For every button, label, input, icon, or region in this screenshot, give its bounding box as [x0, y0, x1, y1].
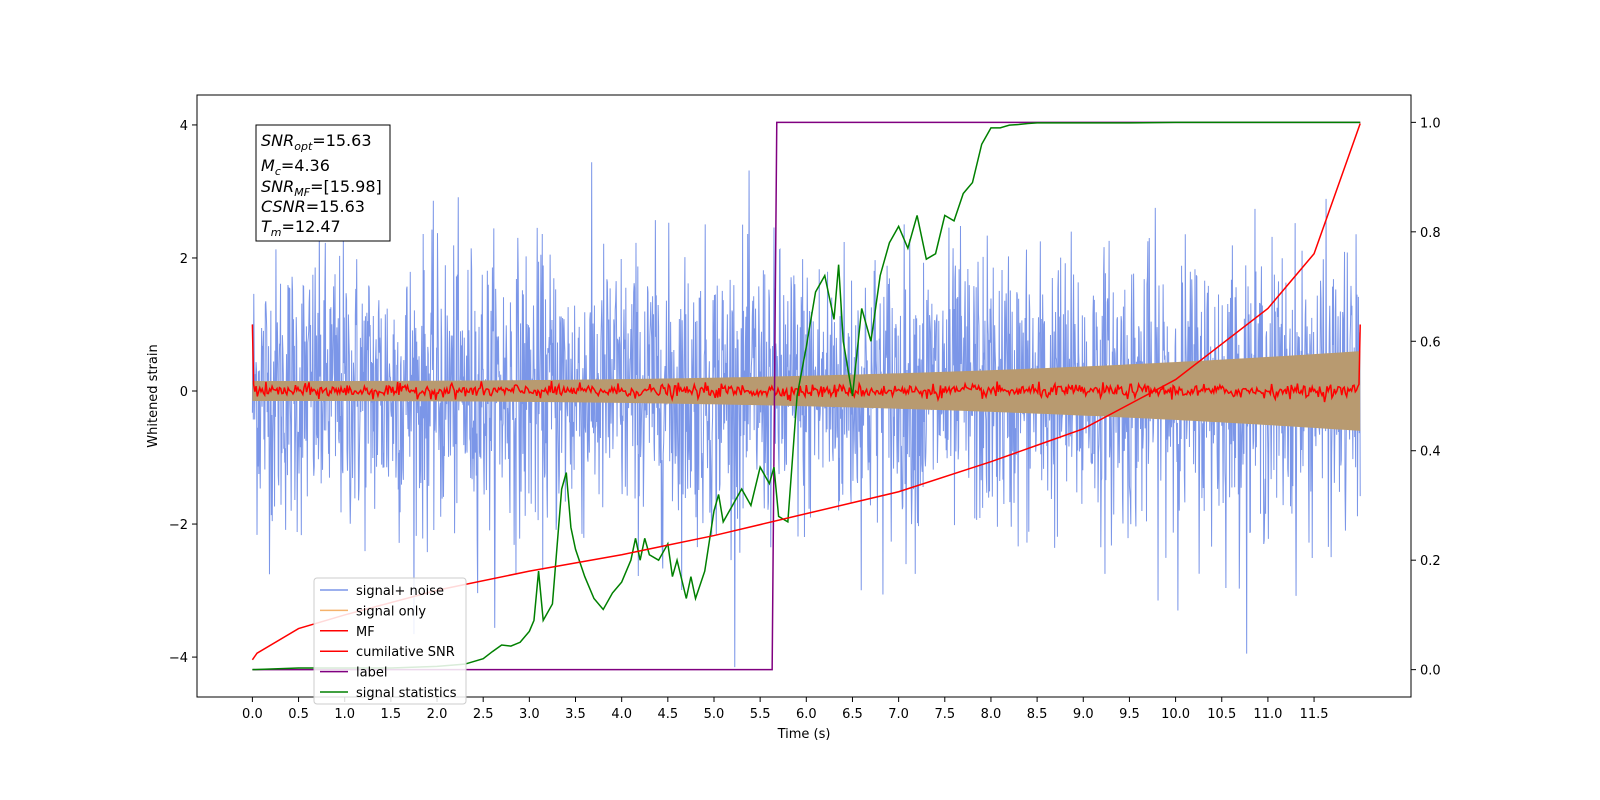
x-tick-label: 10.5: [1207, 707, 1236, 722]
legend-label: MF: [356, 625, 375, 640]
x-tick-label: 11.0: [1253, 707, 1282, 722]
y-left-tick-label: 2: [180, 252, 188, 267]
info-csnr: CSNR=15.63: [261, 197, 365, 216]
x-tick-label: 5.5: [750, 707, 771, 722]
y-axis-label: Whitened strain: [146, 344, 161, 447]
legend-item: signal statistics: [320, 686, 457, 701]
y-left-tick-label: 4: [180, 119, 188, 134]
x-tick-label: 8.0: [981, 707, 1002, 722]
axes-frame: [196, 94, 1412, 698]
x-tick-label: 6.0: [796, 707, 817, 722]
legend-label: signal statistics: [356, 686, 457, 701]
legend-item: MF: [320, 625, 375, 640]
info-snr-mf: SNRMF=[15.98]: [261, 177, 382, 199]
x-tick-label: 9.5: [1119, 707, 1140, 722]
legend-frame: [313, 577, 467, 705]
series-mf: [251, 324, 1361, 403]
axes: 0.0 0.5 1.0 1.5 2.0 2.5 3.0 3.5 4.0 4.5 5.0 5.5 6.0 6…: [169, 94, 1441, 722]
y-left-tick-label: 0: [180, 385, 188, 400]
x-tick-label: 4.0: [611, 707, 632, 722]
x-tick-label: 0.5: [288, 707, 309, 722]
legend-label: cumilative SNR: [356, 645, 455, 660]
y-left-tick-label: −2: [169, 518, 188, 533]
legend-item: label: [320, 666, 387, 681]
y-left-tick-label: −4: [169, 651, 188, 666]
x-tick-label: 1.5: [381, 707, 402, 722]
plot-area: [251, 121, 1361, 671]
info-mc: Mc=4.36: [261, 156, 330, 178]
x-tick-label: 5.0: [704, 707, 725, 722]
info-box: SNRopt=15.63 Mc=4.36 SNRMF=[15.98] CSNR=…: [255, 124, 391, 242]
y-right-tick-label: 0.8: [1420, 226, 1441, 241]
x-tick-label: 2.5: [473, 707, 494, 722]
legend-item: signal+ noise: [320, 584, 444, 599]
x-tick-label: 7.0: [888, 707, 909, 722]
x-tick-label: 10.0: [1161, 707, 1190, 722]
x-tick-label: 0.0: [242, 707, 263, 722]
x-axis-label: Time (s): [777, 727, 831, 742]
legend-label: signal only: [356, 604, 426, 619]
x-tick-label: 6.5: [842, 707, 863, 722]
legend-label: signal+ noise: [356, 584, 444, 599]
y-right-tick-label: 0.4: [1420, 445, 1441, 460]
info-snr-opt: SNRopt=15.63: [261, 131, 372, 153]
legend-label: label: [356, 666, 387, 681]
x-tick-label: 2.0: [427, 707, 448, 722]
x-tick-label: 1.0: [334, 707, 355, 722]
y-right-tick-label: 1.0: [1420, 116, 1441, 131]
series-signal-statistics: [252, 121, 1361, 671]
legend: signal+ noise signal only MF cumilative SNR…: [313, 577, 467, 705]
legend-item: signal only: [320, 604, 426, 619]
x-tick-label: 3.5: [565, 707, 586, 722]
x-tick-label: 7.5: [934, 707, 955, 722]
y-right-tick-label: 0.2: [1420, 554, 1441, 569]
info-box-frame: [255, 124, 391, 242]
info-tm: Tm=12.47: [261, 217, 341, 239]
y-right-tick-label: 0.0: [1420, 664, 1441, 679]
x-tick-label: 9.0: [1073, 707, 1094, 722]
x-tick-label: 11.5: [1300, 707, 1329, 722]
x-tick-label: 4.5: [657, 707, 678, 722]
legend-item: cumilative SNR: [320, 645, 455, 660]
x-tick-label: 8.5: [1027, 707, 1048, 722]
x-tick-label: 3.0: [519, 707, 540, 722]
y-right-tick-label: 0.6: [1420, 335, 1441, 350]
